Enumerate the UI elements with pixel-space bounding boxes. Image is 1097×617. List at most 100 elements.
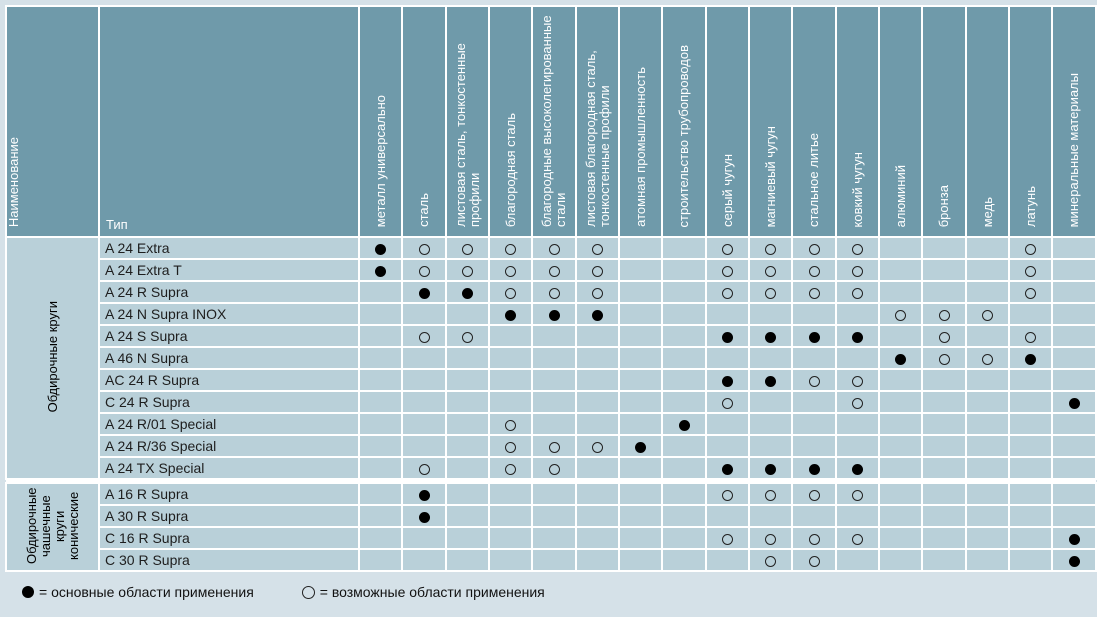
mark-cell bbox=[748, 368, 793, 392]
material-column-header: магниевый чугун bbox=[748, 5, 793, 238]
mark-cell bbox=[618, 548, 663, 572]
mark-cell bbox=[791, 482, 837, 506]
mark-cell bbox=[445, 456, 490, 480]
legend: = основные области применения = возможны… bbox=[22, 584, 545, 600]
header-row: Наименование Тип металл универсально стал… bbox=[5, 5, 1097, 238]
mark-cell bbox=[1008, 456, 1053, 480]
open-circle-icon bbox=[505, 243, 516, 255]
mark-cell bbox=[401, 368, 447, 392]
mark-cell bbox=[445, 302, 490, 326]
mark-cell bbox=[661, 456, 707, 480]
open-circle-icon bbox=[722, 287, 733, 299]
mark-cell bbox=[575, 504, 620, 528]
mark-cell bbox=[575, 236, 620, 260]
mark-cell bbox=[1051, 280, 1097, 304]
mark-cell bbox=[575, 280, 620, 304]
mark-cell bbox=[661, 324, 707, 348]
mark-cell bbox=[618, 236, 663, 260]
material-column-label: строительство трубопроводов bbox=[676, 44, 691, 227]
mark-cell bbox=[1008, 548, 1053, 572]
type-cell: AC 24 R Supra bbox=[98, 368, 360, 392]
table-row: A 30 R Supra bbox=[6, 504, 1097, 528]
mark-cell bbox=[965, 412, 1010, 436]
type-cell: C 24 R Supra bbox=[98, 390, 360, 414]
mark-cell bbox=[705, 412, 750, 436]
filled-circle-icon bbox=[722, 375, 733, 387]
mark-cell bbox=[445, 280, 490, 304]
mark-cell bbox=[791, 236, 837, 260]
open-circle-icon bbox=[938, 309, 950, 321]
mark-cell bbox=[618, 302, 663, 326]
mark-cell bbox=[748, 258, 793, 282]
mark-cell bbox=[1008, 526, 1053, 550]
mark-cell bbox=[488, 236, 533, 260]
material-column-header: медь bbox=[965, 5, 1010, 238]
mark-cell bbox=[401, 346, 447, 370]
open-circle-icon bbox=[808, 265, 820, 277]
mark-cell bbox=[488, 412, 533, 436]
mark-cell bbox=[401, 258, 447, 282]
mark-cell bbox=[575, 434, 620, 458]
mark-cell bbox=[965, 526, 1010, 550]
table-row: A 24 TX Special bbox=[6, 456, 1097, 480]
mark-cell bbox=[791, 346, 837, 370]
mark-cell bbox=[705, 434, 750, 458]
mark-cell bbox=[1008, 236, 1053, 260]
mark-cell bbox=[358, 236, 403, 260]
mark-cell bbox=[661, 368, 707, 392]
open-circle-icon bbox=[548, 243, 560, 255]
mark-cell bbox=[835, 456, 880, 480]
mark-cell bbox=[705, 504, 750, 528]
mark-cell bbox=[575, 324, 620, 348]
open-circle-icon bbox=[1025, 287, 1036, 299]
mark-cell bbox=[618, 412, 663, 436]
mark-cell bbox=[791, 324, 837, 348]
filled-circle-icon bbox=[375, 265, 386, 277]
mark-cell bbox=[921, 504, 967, 528]
table-row: A 24 Extra T bbox=[6, 258, 1097, 282]
mark-cell bbox=[488, 434, 533, 458]
mark-cell bbox=[878, 434, 923, 458]
mark-cell bbox=[358, 324, 403, 348]
mark-cell bbox=[401, 236, 447, 260]
mark-cell bbox=[878, 456, 923, 480]
mark-cell bbox=[401, 390, 447, 414]
group-name-cell: Обдирочные чашечные круги конические bbox=[5, 482, 100, 572]
material-column-label: латунь bbox=[1022, 185, 1038, 227]
filled-circle-icon bbox=[852, 331, 863, 343]
mark-cell bbox=[835, 368, 880, 392]
type-cell: A 46 N Supra bbox=[98, 346, 360, 370]
open-circle-icon bbox=[765, 489, 776, 501]
mark-cell bbox=[358, 390, 403, 414]
mark-cell bbox=[791, 368, 837, 392]
mark-cell bbox=[1008, 482, 1053, 506]
open-circle-icon bbox=[852, 397, 863, 409]
filled-circle-icon bbox=[22, 586, 34, 598]
filled-circle-icon bbox=[548, 309, 560, 321]
mark-cell bbox=[618, 280, 663, 304]
material-column-header: листовая сталь, тонкостенные профили bbox=[445, 5, 490, 238]
mark-cell bbox=[618, 390, 663, 414]
mark-cell bbox=[1051, 346, 1097, 370]
mark-cell bbox=[445, 504, 490, 528]
open-circle-icon bbox=[765, 555, 776, 567]
mark-cell bbox=[748, 548, 793, 572]
mark-cell bbox=[965, 504, 1010, 528]
mark-cell bbox=[921, 456, 967, 480]
mark-cell bbox=[748, 412, 793, 436]
open-circle-icon bbox=[765, 533, 776, 545]
mark-cell bbox=[1008, 302, 1053, 326]
open-circle-icon bbox=[982, 309, 993, 321]
legend-optional-label: = возможные области применения bbox=[319, 584, 545, 600]
table-row: C 16 R Supra bbox=[6, 526, 1097, 550]
mark-cell bbox=[921, 434, 967, 458]
mark-cell bbox=[835, 504, 880, 528]
mark-cell bbox=[965, 324, 1010, 348]
mark-cell bbox=[791, 526, 837, 550]
mark-cell bbox=[1008, 280, 1053, 304]
open-circle-icon bbox=[852, 287, 863, 299]
mark-cell bbox=[575, 482, 620, 506]
mark-cell bbox=[575, 412, 620, 436]
mark-cell bbox=[358, 280, 403, 304]
mark-cell bbox=[705, 368, 750, 392]
